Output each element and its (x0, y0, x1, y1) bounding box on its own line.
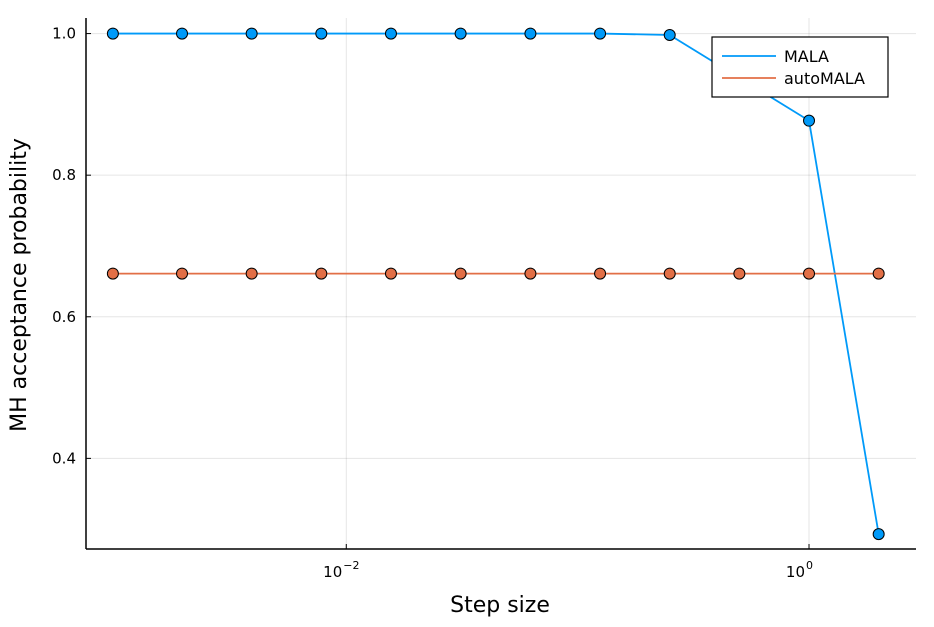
data-point (524, 267, 537, 280)
data-point (594, 27, 607, 40)
series-line (112, 32, 880, 535)
data-point (245, 27, 258, 40)
series (106, 27, 885, 541)
x-tick-exponent: −2 (343, 559, 359, 572)
y-tick-label: 0.6 (52, 308, 76, 326)
data-point (106, 267, 119, 280)
data-point (454, 267, 467, 280)
series-mala (106, 27, 885, 541)
legend-item: MALA (722, 47, 829, 66)
axes-frame (85, 18, 916, 550)
data-point (245, 267, 258, 280)
legend-label: MALA (784, 47, 829, 66)
data-point (803, 114, 816, 127)
y-tick-label: 0.8 (52, 166, 76, 184)
data-point (803, 267, 816, 280)
data-point (315, 27, 328, 40)
data-point (524, 27, 537, 40)
legend: MALA autoMALA (711, 36, 889, 98)
y-tick-label: 1.0 (52, 25, 76, 43)
legend-box (711, 36, 889, 98)
legend-item: autoMALA (722, 69, 865, 88)
y-axis-title: MH acceptance probability (7, 138, 32, 432)
y-tick-label: 0.4 (52, 449, 76, 467)
data-point (106, 27, 119, 40)
x-tick-exponent: 0 (806, 559, 813, 572)
data-point (315, 267, 328, 280)
data-point (384, 27, 397, 40)
data-point (663, 267, 676, 280)
data-point (176, 27, 189, 40)
grid (86, 18, 916, 549)
data-point (663, 28, 676, 41)
series-automala (106, 267, 885, 280)
x-tick-label: 10 0 (786, 559, 813, 581)
data-point (176, 267, 189, 280)
data-point (384, 267, 397, 280)
x-tick-label: 10 −2 (323, 559, 359, 581)
data-point (872, 267, 885, 280)
data-point (733, 267, 746, 280)
legend-label: autoMALA (784, 69, 865, 88)
data-point (872, 528, 885, 541)
x-tick-base: 10 (786, 563, 805, 581)
data-point (454, 27, 467, 40)
tick-labels: 0.40.60.81.010 −2 10 0 (52, 25, 813, 581)
x-tick-base: 10 (323, 563, 342, 581)
x-axis-title: Step size (450, 593, 550, 618)
data-point (594, 267, 607, 280)
